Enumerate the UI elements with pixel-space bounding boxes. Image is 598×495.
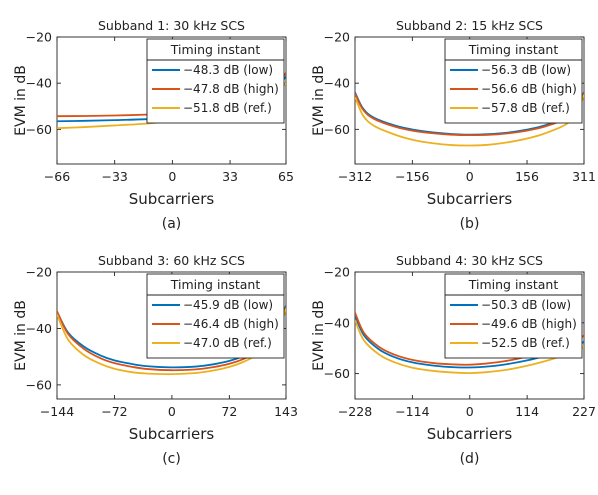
legend-title: Timing instant (170, 42, 261, 57)
y-tick-label: −40 (324, 76, 350, 91)
legend-entry-ref: −52.5 dB (ref.) (481, 336, 570, 350)
legend-entry-high: −56.6 dB (high) (481, 82, 577, 96)
x-tick-label: 0 (466, 169, 474, 184)
series-line-ref (355, 94, 584, 147)
chart-title: Subband 3: 60 kHz SCS (98, 253, 245, 268)
y-tick-label: −60 (324, 122, 350, 137)
legend-entry-high: −47.8 dB (high) (183, 82, 279, 96)
legend-entry-low: −48.3 dB (low) (183, 63, 273, 77)
y-tick-label: −20 (26, 265, 52, 280)
x-tick-label: −144 (40, 404, 74, 419)
y-tick-label: −20 (26, 30, 52, 45)
y-tick-label: −40 (26, 76, 52, 91)
x-tick-label: −312 (338, 169, 372, 184)
chart-title: Subband 4: 30 kHz SCS (396, 253, 543, 268)
x-tick-label: 0 (168, 404, 176, 419)
x-axis-label: Subcarriers (129, 190, 215, 208)
legend-title: Timing instant (468, 42, 559, 57)
y-tick-label: −20 (324, 265, 350, 280)
legend-entry-low: −56.3 dB (low) (481, 63, 571, 77)
x-tick-label: 227 (572, 404, 596, 419)
x-axis-label: Subcarriers (427, 425, 513, 443)
legend: Timing instant −56.3 dB (low) −56.6 dB (hi… (444, 38, 583, 124)
legend: Timing instant −50.3 dB (low) −49.6 dB (hi… (444, 273, 583, 359)
panel-caption: (a) (162, 216, 182, 232)
legend-entry-high: −46.4 dB (high) (183, 317, 279, 331)
legend-entry-high: −49.6 dB (high) (481, 317, 577, 331)
y-tick-label: −40 (324, 315, 350, 330)
legend-entry-ref: −57.8 dB (ref.) (481, 101, 570, 115)
x-tick-label: −114 (395, 404, 429, 419)
legend: Timing instant −48.3 dB (low) −47.8 dB (hi… (146, 38, 285, 124)
y-tick-label: −60 (324, 366, 350, 381)
x-tick-label: −156 (395, 169, 429, 184)
legend-title: Timing instant (170, 277, 261, 292)
legend-entry-ref: −51.8 dB (ref.) (183, 101, 272, 115)
chart-title: Subband 2: 15 kHz SCS (396, 18, 543, 33)
plot-area-frame (56, 36, 287, 165)
x-tick-label: 143 (274, 404, 298, 419)
x-tick-label: 72 (221, 404, 237, 419)
panel-caption: (d) (460, 451, 480, 467)
x-tick-label: 65 (278, 169, 294, 184)
x-tick-label: 156 (515, 169, 539, 184)
legend-entry-ref: −47.0 dB (ref.) (183, 336, 272, 350)
x-tick-label: −33 (101, 169, 127, 184)
y-axis-label: EVM in dB (13, 300, 29, 371)
panel-c: Subband 3: 60 kHz SCS −20 −40 −60 −144 −72 0 72… (13, 253, 298, 467)
panel-d: Subband 4: 30 kHz SCS −20 −40 −60 −228 −114 0 1… (311, 253, 596, 467)
y-tick-label: −60 (26, 377, 52, 392)
x-tick-label: 0 (168, 169, 176, 184)
y-tick-label: −40 (26, 321, 52, 336)
chart-title: Subband 1: 30 kHz SCS (98, 18, 245, 33)
panel-a: Subband 1: 30 kHz SCS −20 −40 −60 −66 −33 0 33 6… (13, 18, 294, 232)
legend-entry-low: −50.3 dB (low) (481, 298, 571, 312)
x-tick-label: −228 (338, 404, 372, 419)
panel-caption: (c) (162, 451, 181, 467)
x-axis-label: Subcarriers (129, 425, 215, 443)
y-axis-label: EVM in dB (311, 65, 327, 136)
y-axis-label: EVM in dB (13, 65, 29, 136)
legend-entry-low: −45.9 dB (low) (183, 298, 273, 312)
x-tick-label: 33 (222, 169, 238, 184)
x-tick-label: 0 (466, 404, 474, 419)
x-axis-label: Subcarriers (427, 190, 513, 208)
y-axis-label: EVM in dB (311, 300, 327, 371)
legend-title: Timing instant (468, 277, 559, 292)
y-tick-label: −60 (26, 122, 52, 137)
x-tick-label: 311 (572, 169, 596, 184)
x-tick-label: −72 (101, 404, 127, 419)
x-tick-label: 114 (515, 404, 539, 419)
panel-b: Subband 2: 15 kHz SCS −20 −40 −60 −312 −156 0 1… (311, 18, 596, 232)
panel-caption: (b) (460, 216, 480, 232)
x-tick-label: −66 (44, 169, 70, 184)
y-tick-label: −20 (324, 30, 350, 45)
legend: Timing instant −45.9 dB (low) −46.4 dB (hi… (146, 273, 285, 359)
